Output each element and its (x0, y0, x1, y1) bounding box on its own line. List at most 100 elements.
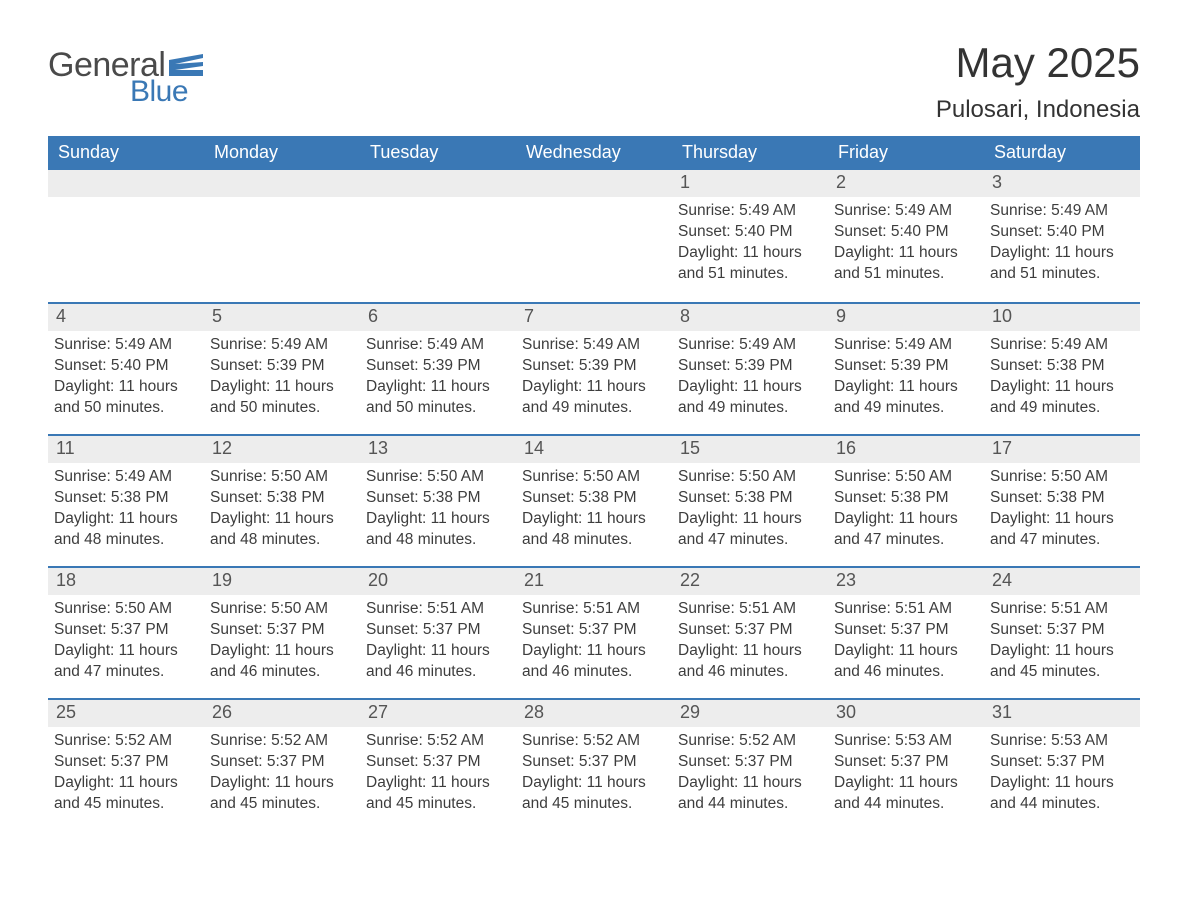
sunrise-label: Sunrise: 5:50 AM (834, 467, 976, 488)
daylight-label: Daylight: 11 hours and 46 minutes. (366, 641, 508, 683)
day-number: 8 (672, 304, 828, 331)
day-cell: 18Sunrise: 5:50 AMSunset: 5:37 PMDayligh… (48, 568, 204, 698)
day-cell (360, 170, 516, 302)
daylight-label: Daylight: 11 hours and 45 minutes. (366, 773, 508, 815)
day-details: Sunrise: 5:52 AMSunset: 5:37 PMDaylight:… (516, 727, 672, 823)
day-number: 1 (672, 170, 828, 197)
day-number: 31 (984, 700, 1140, 727)
daylight-label: Daylight: 11 hours and 51 minutes. (834, 243, 976, 285)
weekday-friday: Friday (828, 136, 984, 170)
day-cell: 4Sunrise: 5:49 AMSunset: 5:40 PMDaylight… (48, 304, 204, 434)
day-details: Sunrise: 5:50 AMSunset: 5:37 PMDaylight:… (204, 595, 360, 691)
sunrise-label: Sunrise: 5:50 AM (678, 467, 820, 488)
daylight-label: Daylight: 11 hours and 44 minutes. (834, 773, 976, 815)
sunrise-label: Sunrise: 5:52 AM (210, 731, 352, 752)
sunrise-label: Sunrise: 5:50 AM (366, 467, 508, 488)
day-number (516, 170, 672, 197)
sunset-label: Sunset: 5:37 PM (834, 752, 976, 773)
daylight-label: Daylight: 11 hours and 46 minutes. (678, 641, 820, 683)
sunset-label: Sunset: 5:38 PM (522, 488, 664, 509)
day-cell: 24Sunrise: 5:51 AMSunset: 5:37 PMDayligh… (984, 568, 1140, 698)
day-number: 21 (516, 568, 672, 595)
day-number (48, 170, 204, 197)
sunset-label: Sunset: 5:38 PM (366, 488, 508, 509)
day-details: Sunrise: 5:49 AMSunset: 5:38 PMDaylight:… (48, 463, 204, 559)
sunrise-label: Sunrise: 5:51 AM (678, 599, 820, 620)
daylight-label: Daylight: 11 hours and 49 minutes. (522, 377, 664, 419)
daylight-label: Daylight: 11 hours and 45 minutes. (990, 641, 1132, 683)
calendar-table: Sunday Monday Tuesday Wednesday Thursday… (48, 136, 1140, 830)
day-details: Sunrise: 5:50 AMSunset: 5:38 PMDaylight:… (204, 463, 360, 559)
day-details: Sunrise: 5:49 AMSunset: 5:40 PMDaylight:… (672, 197, 828, 293)
day-cell (516, 170, 672, 302)
weekday-wednesday: Wednesday (516, 136, 672, 170)
day-number: 19 (204, 568, 360, 595)
daylight-label: Daylight: 11 hours and 47 minutes. (678, 509, 820, 551)
sunrise-label: Sunrise: 5:50 AM (210, 599, 352, 620)
day-details: Sunrise: 5:52 AMSunset: 5:37 PMDaylight:… (48, 727, 204, 823)
day-number: 6 (360, 304, 516, 331)
day-number: 10 (984, 304, 1140, 331)
day-details: Sunrise: 5:50 AMSunset: 5:38 PMDaylight:… (672, 463, 828, 559)
day-cell: 13Sunrise: 5:50 AMSunset: 5:38 PMDayligh… (360, 436, 516, 566)
day-cell: 21Sunrise: 5:51 AMSunset: 5:37 PMDayligh… (516, 568, 672, 698)
day-number: 27 (360, 700, 516, 727)
day-details: Sunrise: 5:53 AMSunset: 5:37 PMDaylight:… (828, 727, 984, 823)
sunset-label: Sunset: 5:37 PM (522, 620, 664, 641)
weekday-monday: Monday (204, 136, 360, 170)
sunset-label: Sunset: 5:37 PM (990, 752, 1132, 773)
sunset-label: Sunset: 5:37 PM (522, 752, 664, 773)
sunrise-label: Sunrise: 5:49 AM (834, 201, 976, 222)
day-cell: 2Sunrise: 5:49 AMSunset: 5:40 PMDaylight… (828, 170, 984, 302)
day-number: 20 (360, 568, 516, 595)
sunrise-label: Sunrise: 5:49 AM (522, 335, 664, 356)
day-number (204, 170, 360, 197)
sunrise-label: Sunrise: 5:52 AM (366, 731, 508, 752)
daylight-label: Daylight: 11 hours and 51 minutes. (990, 243, 1132, 285)
day-details: Sunrise: 5:49 AMSunset: 5:39 PMDaylight:… (828, 331, 984, 427)
day-number: 24 (984, 568, 1140, 595)
logo: General Blue (48, 46, 203, 109)
weekday-saturday: Saturday (984, 136, 1140, 170)
day-details: Sunrise: 5:49 AMSunset: 5:39 PMDaylight:… (204, 331, 360, 427)
sunset-label: Sunset: 5:39 PM (834, 356, 976, 377)
day-cell: 22Sunrise: 5:51 AMSunset: 5:37 PMDayligh… (672, 568, 828, 698)
day-number: 28 (516, 700, 672, 727)
logo-text-blue: Blue (130, 75, 188, 109)
sunrise-label: Sunrise: 5:51 AM (990, 599, 1132, 620)
day-cell: 11Sunrise: 5:49 AMSunset: 5:38 PMDayligh… (48, 436, 204, 566)
day-details: Sunrise: 5:50 AMSunset: 5:38 PMDaylight:… (828, 463, 984, 559)
day-cell: 15Sunrise: 5:50 AMSunset: 5:38 PMDayligh… (672, 436, 828, 566)
day-cell: 25Sunrise: 5:52 AMSunset: 5:37 PMDayligh… (48, 700, 204, 830)
day-number: 25 (48, 700, 204, 727)
daylight-label: Daylight: 11 hours and 47 minutes. (54, 641, 196, 683)
sunrise-label: Sunrise: 5:49 AM (834, 335, 976, 356)
day-number: 30 (828, 700, 984, 727)
sunset-label: Sunset: 5:37 PM (678, 620, 820, 641)
sunset-label: Sunset: 5:38 PM (834, 488, 976, 509)
day-number: 12 (204, 436, 360, 463)
sunrise-label: Sunrise: 5:50 AM (54, 599, 196, 620)
day-number: 9 (828, 304, 984, 331)
day-details: Sunrise: 5:49 AMSunset: 5:40 PMDaylight:… (984, 197, 1140, 293)
day-number: 23 (828, 568, 984, 595)
daylight-label: Daylight: 11 hours and 48 minutes. (210, 509, 352, 551)
daylight-label: Daylight: 11 hours and 44 minutes. (678, 773, 820, 815)
sunrise-label: Sunrise: 5:50 AM (522, 467, 664, 488)
day-number: 11 (48, 436, 204, 463)
day-cell: 3Sunrise: 5:49 AMSunset: 5:40 PMDaylight… (984, 170, 1140, 302)
sunrise-label: Sunrise: 5:49 AM (678, 335, 820, 356)
day-details: Sunrise: 5:51 AMSunset: 5:37 PMDaylight:… (828, 595, 984, 691)
daylight-label: Daylight: 11 hours and 50 minutes. (366, 377, 508, 419)
day-cell: 26Sunrise: 5:52 AMSunset: 5:37 PMDayligh… (204, 700, 360, 830)
sunrise-label: Sunrise: 5:51 AM (522, 599, 664, 620)
daylight-label: Daylight: 11 hours and 45 minutes. (54, 773, 196, 815)
day-details: Sunrise: 5:49 AMSunset: 5:39 PMDaylight:… (360, 331, 516, 427)
day-cell: 31Sunrise: 5:53 AMSunset: 5:37 PMDayligh… (984, 700, 1140, 830)
sunset-label: Sunset: 5:40 PM (678, 222, 820, 243)
day-number: 16 (828, 436, 984, 463)
day-details: Sunrise: 5:52 AMSunset: 5:37 PMDaylight:… (204, 727, 360, 823)
week-row: 18Sunrise: 5:50 AMSunset: 5:37 PMDayligh… (48, 566, 1140, 698)
day-details: Sunrise: 5:50 AMSunset: 5:38 PMDaylight:… (360, 463, 516, 559)
day-details: Sunrise: 5:51 AMSunset: 5:37 PMDaylight:… (672, 595, 828, 691)
